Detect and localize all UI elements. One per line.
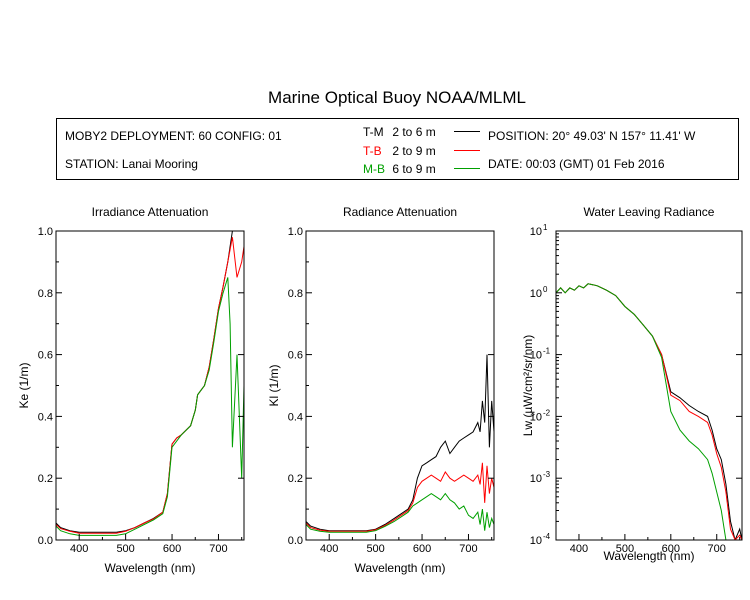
chart-2: Radiance Attenuation 400 500 600 700 0.0 0.2 0.… — [267, 205, 495, 575]
x-tick-label: 400 — [570, 543, 588, 555]
series-group — [306, 354, 494, 533]
legend-name: T-B — [363, 144, 382, 158]
series-line-t-b — [306, 462, 494, 532]
series-line-t-b — [556, 283, 742, 540]
series-group — [56, 231, 244, 536]
y-tick-label: 1.0 — [38, 226, 53, 238]
x-tick-label: 700 — [708, 543, 726, 555]
x-axis-label: Wavelength (nm) — [355, 561, 446, 575]
chart-title: Water Leaving Radiance — [584, 205, 715, 219]
y-axis-label: Kl (1/m) — [267, 364, 281, 406]
plot-frame — [55, 230, 245, 541]
legend-line — [453, 168, 480, 170]
date-info: DATE: 00:03 (GMT) 01 Feb 2016 — [488, 157, 665, 171]
x-tick-label: 600 — [413, 543, 431, 555]
y-tick-label: 0.6 — [38, 350, 53, 362]
series-line-m-b — [56, 277, 244, 536]
position-info: POSITION: 20° 49.03' N 157° 11.41' W — [488, 129, 696, 143]
legend-line — [453, 150, 480, 152]
y-tick-exponent: 1 — [543, 223, 548, 232]
legend-item-mb: M-B 6 to 9 m — [363, 162, 480, 176]
y-tick-label: 10 — [530, 226, 542, 238]
x-tick-label: 500 — [116, 543, 134, 555]
x-tick-label: 700 — [459, 543, 477, 555]
legend-item-tm: T-M 2 to 6 m — [363, 125, 480, 139]
y-tick-label: 0.8 — [38, 288, 53, 300]
station-info: STATION: Lanai Mooring — [65, 157, 198, 171]
legend-name: T-M — [363, 125, 384, 139]
x-axis-label: Wavelength (nm) — [604, 549, 695, 563]
x-tick-label: 400 — [70, 543, 88, 555]
series-line-m-b — [306, 492, 494, 533]
y-axis-label: Lw (µW/cm²/sr/nm) — [521, 335, 535, 437]
y-tick-exponent: -1 — [543, 347, 551, 356]
series-line-t-m — [56, 231, 244, 533]
chart-1: Irradiance Attenuation 400 500 600 700 0.0 0.2… — [17, 205, 245, 575]
series-line-t-m — [556, 283, 742, 540]
series-line-m-b — [556, 283, 742, 540]
y-tick-exponent: -3 — [543, 470, 551, 479]
y-axis-label: Ke (1/m) — [17, 362, 31, 408]
y-tick-label: 0.6 — [288, 350, 303, 362]
y-tick-label: 10 — [530, 350, 542, 362]
x-tick-label: 500 — [366, 543, 384, 555]
y-tick-label: 0.2 — [38, 473, 53, 485]
y-tick-exponent: 0 — [543, 285, 548, 294]
series-group — [556, 283, 742, 540]
y-tick-label: 10 — [530, 535, 542, 547]
y-tick-label: 0.4 — [38, 411, 53, 423]
y-tick-label: 10 — [530, 473, 542, 485]
x-tick-label: 600 — [163, 543, 181, 555]
y-tick-label: 0.4 — [288, 411, 303, 423]
deployment-info: MOBY2 DEPLOYMENT: 60 CONFIG: 01 — [65, 129, 282, 143]
y-tick-label: 0.0 — [38, 535, 53, 547]
y-tick-label: 1.0 — [288, 226, 303, 238]
x-axis-label: Wavelength (nm) — [105, 561, 196, 575]
y-tick-exponent: -4 — [543, 532, 551, 541]
legend-line — [453, 131, 480, 133]
series-line-t-m — [306, 354, 494, 532]
series-line-t-b — [56, 237, 244, 534]
x-tick-label: 600 — [662, 543, 680, 555]
y-tick-exponent: -2 — [543, 408, 551, 417]
legend-range: 6 to 9 m — [392, 162, 436, 176]
y-tick-label: 0.0 — [288, 535, 303, 547]
x-tick-label: 700 — [209, 543, 227, 555]
chart-title: Irradiance Attenuation — [92, 205, 209, 219]
chart-title: Radiance Attenuation — [343, 205, 457, 219]
legend-name: M-B — [363, 162, 385, 176]
x-tick-label: 500 — [616, 543, 634, 555]
y-tick-label: 10 — [530, 288, 542, 300]
legend-range: 2 to 9 m — [392, 144, 436, 158]
legend-item-tb: T-B 2 to 9 m — [363, 144, 480, 158]
info-box: MOBY2 DEPLOYMENT: 60 CONFIG: 01 STATION:… — [56, 118, 739, 180]
plot-frame — [305, 230, 495, 541]
y-tick-label: 0.8 — [288, 288, 303, 300]
y-tick-label: 0.2 — [288, 473, 303, 485]
plot-frame — [555, 230, 743, 541]
page-title: Marine Optical Buoy NOAA/MLML — [268, 88, 526, 107]
y-tick-label: 10 — [530, 411, 542, 423]
legend-range: 2 to 6 m — [392, 125, 436, 139]
x-tick-label: 400 — [320, 543, 338, 555]
